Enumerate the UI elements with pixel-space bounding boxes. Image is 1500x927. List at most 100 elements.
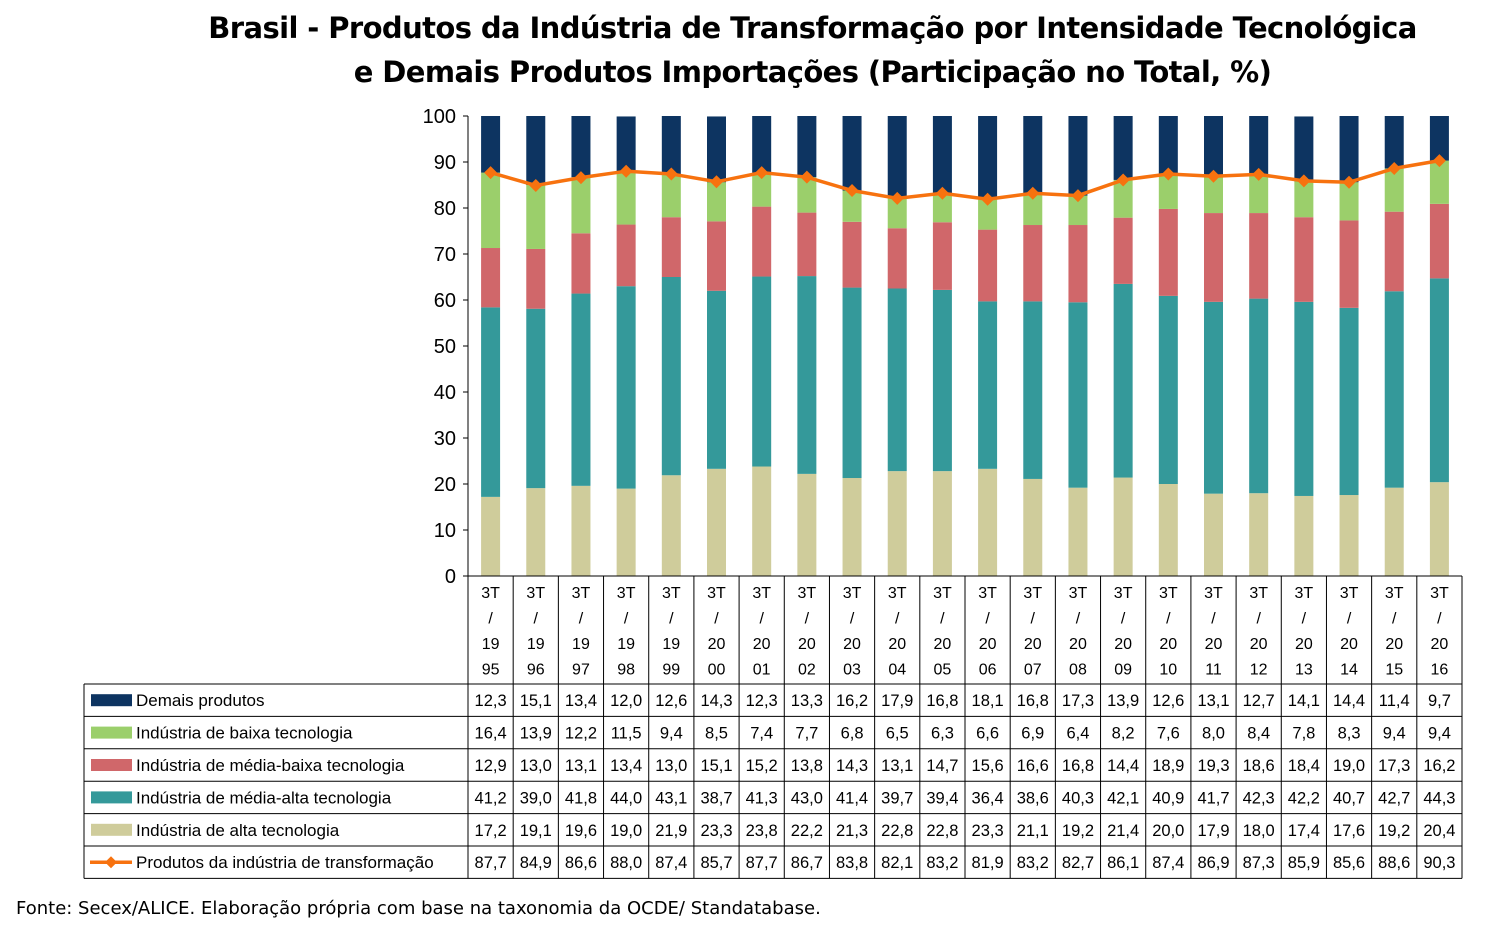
table-cell-value: 16,4 — [475, 725, 507, 743]
table-cell-value: 19,6 — [565, 822, 597, 840]
bar-segment — [1158, 295, 1178, 484]
bar-segment — [1294, 301, 1314, 496]
table-cell-value: 12,9 — [475, 757, 507, 775]
x-category-label: / — [1256, 611, 1261, 628]
table-cell-value: 17,6 — [1333, 822, 1365, 840]
table-cell-value: 6,9 — [1021, 725, 1044, 743]
table-cell-value: 21,3 — [836, 822, 868, 840]
bar-segment — [1384, 116, 1404, 169]
x-category-label: 04 — [888, 662, 906, 679]
table-cell-value: 15,1 — [700, 757, 732, 775]
total-series-marker — [1116, 173, 1130, 187]
y-tick-label: 40 — [434, 382, 456, 404]
x-category-label: 3T — [1204, 585, 1223, 602]
table-cell-value: 41,3 — [746, 789, 778, 807]
bar-segment — [707, 116, 726, 183]
table-cell-value: 17,3 — [1378, 757, 1410, 775]
bar-segment — [752, 276, 772, 467]
bar-segment — [661, 116, 681, 174]
table-cell-value: 12,0 — [610, 692, 642, 710]
total-series-marker — [1432, 154, 1446, 168]
legend-color-key — [91, 759, 132, 771]
bar-segment — [1204, 301, 1223, 494]
bar-segment — [1113, 283, 1133, 478]
bar-segment — [661, 217, 681, 277]
bar-segment — [1023, 225, 1043, 302]
table-cell-value: 7,4 — [750, 725, 773, 743]
y-tick-label: 0 — [445, 566, 456, 588]
bar-segment — [1384, 487, 1404, 576]
bar-segment — [526, 185, 546, 249]
bar-segment — [1339, 220, 1359, 308]
legend-label: Indústria de baixa tecnologia — [136, 724, 353, 743]
x-category-label: 3T — [1340, 585, 1359, 602]
table-cell-value: 9,4 — [660, 725, 683, 743]
bar-segment — [1384, 168, 1404, 212]
x-category-label: 08 — [1069, 662, 1087, 679]
bar-segment — [1158, 484, 1178, 576]
y-tick-label: 70 — [434, 244, 456, 266]
bar-segment — [1158, 116, 1178, 174]
table-cell-value: 9,7 — [1428, 692, 1451, 710]
x-category-label: 07 — [1024, 662, 1042, 679]
table-cell-value: 39,0 — [520, 789, 552, 807]
table-cell-value: 82,1 — [881, 854, 913, 872]
table-cell-value: 18,0 — [1243, 822, 1275, 840]
total-series-marker — [890, 191, 904, 205]
x-category-label: / — [534, 611, 539, 628]
x-category-label: 11 — [1205, 662, 1222, 679]
x-category-label: / — [759, 611, 764, 628]
x-category-label: 3T — [526, 585, 545, 602]
table-cell-value: 13,1 — [565, 757, 597, 775]
x-category-label: 06 — [979, 662, 997, 679]
table-cell-value: 22,2 — [791, 822, 823, 840]
table-cell-value: 6,6 — [976, 725, 999, 743]
table-cell-value: 13,3 — [791, 692, 823, 710]
x-category-label: / — [940, 611, 945, 628]
table-cell-value: 9,4 — [1428, 725, 1451, 743]
x-category-label: / — [1076, 611, 1081, 628]
table-cell-value: 87,7 — [475, 854, 507, 872]
legend-label: Indústria de alta tecnologia — [136, 821, 340, 840]
table-cell-value: 21,4 — [1107, 822, 1139, 840]
legend-label: Indústria de média-baixa tecnologia — [136, 756, 405, 775]
table-cell-value: 19,1 — [520, 822, 552, 840]
table-cell-value: 6,8 — [841, 725, 864, 743]
total-series-marker — [664, 167, 678, 181]
table-cell-value: 7,6 — [1157, 725, 1180, 743]
x-category-label: / — [1031, 611, 1036, 628]
x-category-label: 3T — [481, 585, 500, 602]
table-cell-value: 41,7 — [1197, 789, 1229, 807]
table-cell-value: 86,7 — [791, 854, 823, 872]
bar-segment — [1249, 213, 1269, 299]
bar-segment — [978, 468, 998, 576]
bar-segment — [978, 199, 998, 230]
table-cell-value: 23,8 — [746, 822, 778, 840]
table-cell-value: 12,7 — [1243, 692, 1275, 710]
bar-segment — [887, 288, 907, 472]
table-cell-value: 13,1 — [1197, 692, 1229, 710]
bar-segment — [1068, 302, 1088, 488]
x-category-label: 19 — [662, 636, 680, 653]
table-cell-value: 16,8 — [1062, 757, 1094, 775]
table-cell-value: 38,7 — [700, 789, 732, 807]
table-cell-value: 39,4 — [926, 789, 958, 807]
bar-segment — [842, 190, 862, 222]
table-cell-value: 13,9 — [1107, 692, 1139, 710]
x-category-label: / — [850, 611, 855, 628]
bar-segment — [1249, 174, 1269, 214]
x-category-label: 20 — [979, 636, 997, 653]
bar-stacks — [481, 116, 1449, 576]
x-category-label: / — [1211, 611, 1216, 628]
x-category-label: 20 — [1295, 636, 1313, 653]
x-category-label: 20 — [843, 636, 861, 653]
bar-segment — [797, 276, 817, 474]
y-tick-label: 90 — [434, 152, 456, 174]
table-cell-value: 16,8 — [1017, 692, 1049, 710]
x-category-label: / — [579, 611, 584, 628]
bar-segment — [571, 293, 591, 486]
table-cell-value: 23,3 — [972, 822, 1004, 840]
table-cell-value: 83,2 — [1017, 854, 1049, 872]
bar-segment — [1068, 225, 1088, 303]
total-series-marker — [755, 166, 769, 180]
